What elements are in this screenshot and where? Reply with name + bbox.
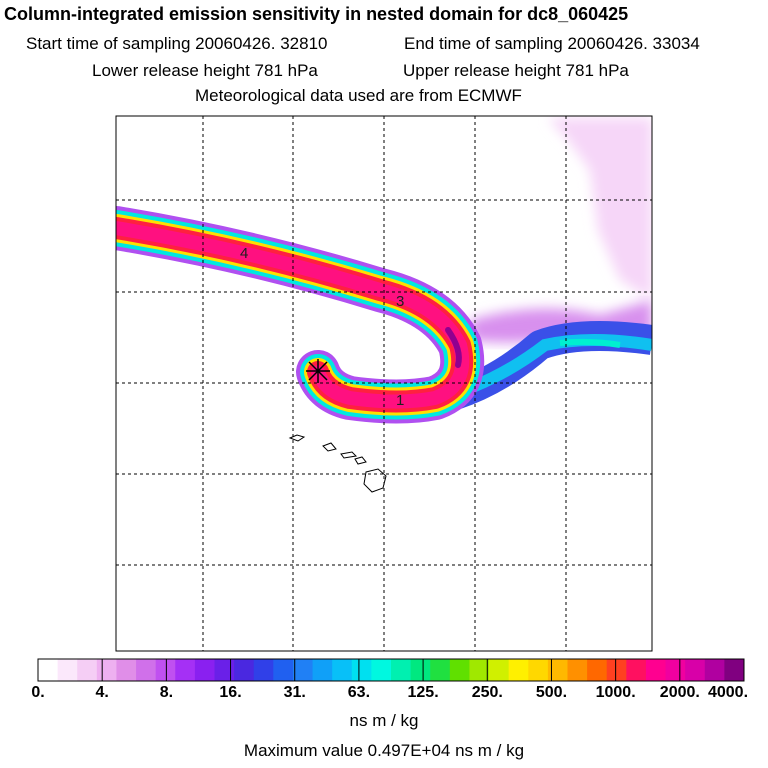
- colorbar-tick-label: 4.: [95, 684, 109, 701]
- island-outlines: [288, 434, 387, 493]
- colorbar-swatch: [685, 659, 706, 681]
- colorbar-swatch: [312, 659, 333, 681]
- colorbar-swatch: [626, 659, 647, 681]
- colorbar-tick-label: 125.: [407, 684, 439, 701]
- colorbar-swatch: [469, 659, 490, 681]
- colorbar-swatch: [273, 659, 294, 681]
- colorbar: [37, 658, 745, 682]
- colorbar-tick-label: 250.: [471, 684, 503, 701]
- colorbar-swatch: [489, 659, 510, 681]
- colorbar-swatch: [371, 659, 392, 681]
- colorbar-swatch: [57, 659, 78, 681]
- colorbar-swatch: [136, 659, 157, 681]
- colorbar-tick-label: 500.: [535, 684, 568, 701]
- colorbar-swatch: [567, 659, 588, 681]
- colorbar-swatch: [645, 659, 667, 681]
- island-oahu: [322, 442, 337, 452]
- island-hawaii: [363, 468, 387, 493]
- colorbar-tick-label: 4000.: [707, 684, 749, 701]
- colorbar-swatch: [508, 659, 529, 681]
- start-time-label: Start time of sampling 20060426. 32810: [26, 34, 328, 53]
- colorbar-swatch: [410, 659, 431, 681]
- plume-band-magenta: [116, 221, 470, 409]
- plume-max-core: [445, 327, 462, 368]
- colorbar-swatch: [547, 659, 568, 681]
- colorbar-swatch: [332, 659, 353, 681]
- colorbar-swatch: [116, 659, 137, 681]
- lower-height-label: Lower release height 781 hPa: [92, 61, 318, 80]
- day-label-4: 4: [240, 245, 248, 262]
- colorbar-swatch: [351, 659, 372, 681]
- plume-trail-core: [559, 338, 621, 348]
- colorbar-swatch: [724, 659, 745, 681]
- colorbar-swatch: [292, 659, 314, 681]
- colorbar-frame: [37, 658, 745, 682]
- colorbar-swatch: [665, 659, 686, 681]
- grid-lines: [116, 116, 652, 651]
- colorbar-swatch: [587, 659, 608, 681]
- colorbar-swatch: [391, 659, 412, 681]
- colorbar-swatch: [449, 659, 470, 681]
- colorbar-tick-label: 8.: [159, 684, 174, 701]
- colorbar-swatch: [175, 659, 196, 681]
- upper-height-label: Upper release height 781 hPa: [403, 61, 629, 80]
- colorbar-swatch: [704, 659, 725, 681]
- colorbar-swatch: [77, 659, 98, 681]
- colorbar-swatch: [155, 659, 176, 681]
- colorbar-swatch: [194, 659, 215, 681]
- chart-title: Column-integrated emission sensitivity i…: [4, 4, 629, 24]
- day-label-3: 3: [396, 293, 404, 310]
- max-value-label: Maximum value 0.497E+04 ns m / kg: [243, 741, 525, 760]
- met-data-label: Meteorological data used are from ECMWF: [195, 86, 522, 105]
- colorbar-swatch: [253, 659, 274, 681]
- colorbar-swatch: [606, 659, 627, 681]
- day-label-1: 1: [396, 392, 404, 409]
- colorbar-tick-label: 1000.: [595, 684, 636, 701]
- colorbar-tick-label: 63.: [347, 684, 371, 701]
- colorbar-swatch: [38, 659, 59, 681]
- island-maui: [354, 456, 367, 465]
- end-time-label: End time of sampling 20060426. 33034: [404, 34, 700, 53]
- island-molokai: [340, 451, 358, 459]
- diffuse-region-upper: [548, 118, 652, 300]
- colorbar-tick-label: 16.: [219, 684, 242, 701]
- colorbar-swatch: [214, 659, 235, 681]
- colorbar-tick-label: 31.: [283, 684, 306, 701]
- colorbar-swatch: [430, 659, 451, 681]
- island-kauai: [288, 434, 306, 442]
- colorbar-units-label: ns m / kg: [349, 711, 419, 730]
- colorbar-tick-label: 0.: [31, 684, 45, 701]
- colorbar-swatch: [96, 659, 117, 681]
- colorbar-swatch: [528, 659, 549, 681]
- plume-trail-inner: [467, 334, 652, 394]
- colorbar-tick-label: 2000.: [659, 684, 700, 701]
- plot-frame: [115, 115, 653, 652]
- colorbar-swatch: [234, 659, 255, 681]
- release-point-star-icon: [306, 359, 330, 383]
